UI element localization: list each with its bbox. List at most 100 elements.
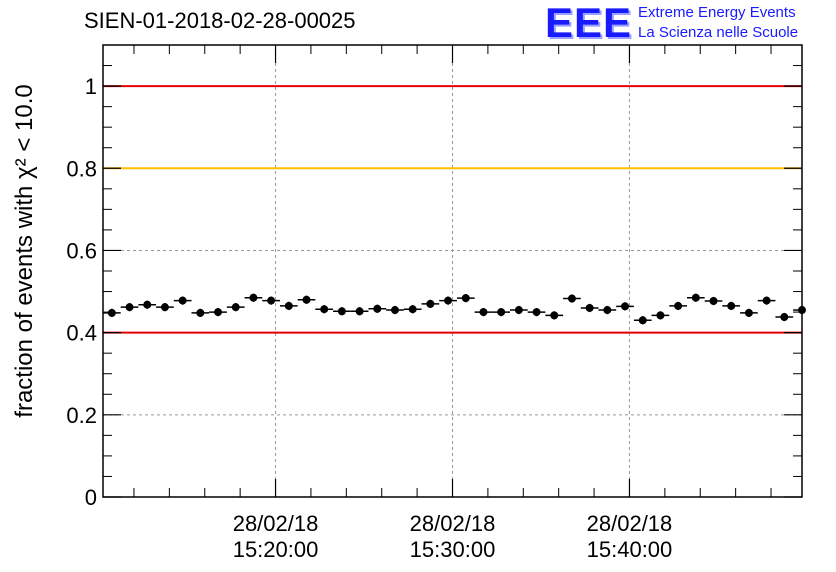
data-point — [244, 293, 263, 302]
point-marker — [444, 296, 453, 305]
y-tick-label: 0.2 — [66, 403, 97, 428]
logo-line-2: La Scienza nelle Scuole — [638, 24, 799, 41]
data-point — [775, 312, 794, 322]
y-tick-label: 0 — [85, 485, 97, 510]
point-marker — [196, 308, 205, 317]
data-point — [474, 307, 493, 317]
reference-lines — [103, 85, 802, 334]
x-tick-date: 28/02/18 — [410, 511, 496, 536]
y-tick-label: 1 — [85, 74, 97, 99]
grid — [103, 45, 802, 497]
data-point — [403, 305, 422, 314]
data-point — [686, 293, 705, 302]
data-point — [510, 305, 528, 315]
point-marker — [709, 296, 718, 305]
data-point — [740, 308, 758, 318]
data-point — [563, 294, 581, 303]
point-marker — [160, 303, 169, 312]
point-marker — [762, 296, 771, 305]
point-marker — [727, 301, 736, 310]
data-point — [757, 296, 776, 305]
data-point — [616, 302, 634, 311]
point-marker — [674, 301, 683, 310]
data-point — [527, 307, 546, 317]
data-point — [226, 303, 245, 312]
point-marker — [532, 308, 541, 317]
point-marker — [284, 301, 293, 310]
data-point — [315, 305, 334, 314]
point-marker — [426, 299, 435, 308]
y-tick-label: 0.6 — [66, 238, 97, 263]
data-point — [651, 311, 670, 320]
data-point — [669, 301, 687, 311]
data-point — [173, 296, 192, 305]
point-marker — [550, 311, 559, 320]
point-marker — [656, 311, 665, 320]
data-point — [103, 308, 121, 318]
point-marker — [302, 295, 311, 304]
point-marker — [320, 305, 329, 314]
data-point — [545, 311, 564, 320]
y-axis-label: fraction of events with χ² < 10.0 — [11, 84, 38, 417]
data-point — [456, 294, 475, 303]
data-point — [279, 301, 298, 311]
x-tick-date: 28/02/18 — [233, 511, 319, 536]
data-point — [421, 299, 440, 308]
data-point — [386, 305, 404, 315]
data-point — [138, 300, 157, 309]
point-marker — [479, 308, 488, 317]
point-marker — [178, 296, 187, 305]
point-marker — [744, 308, 753, 317]
data-point — [368, 304, 387, 313]
point-marker — [603, 306, 612, 315]
x-tick-time: 15:30:00 — [410, 537, 496, 562]
data-points — [103, 293, 806, 325]
y-tick-label: 0.4 — [66, 321, 97, 346]
point-marker — [249, 293, 258, 302]
point-marker — [497, 308, 506, 317]
data-point — [439, 296, 457, 305]
data-point — [191, 308, 210, 318]
point-marker — [390, 306, 399, 315]
logo-line-1: Extreme Energy Events — [638, 4, 796, 21]
y-tick-label: 0.8 — [66, 156, 97, 181]
data-point — [492, 307, 511, 317]
point-marker — [214, 308, 223, 317]
point-marker — [691, 293, 700, 302]
data-point — [333, 307, 351, 316]
data-point — [704, 296, 723, 306]
point-marker — [125, 303, 134, 312]
x-tick-time: 15:40:00 — [587, 537, 673, 562]
point-marker — [143, 300, 152, 309]
data-point — [598, 305, 617, 315]
point-marker — [107, 308, 116, 317]
chart-title: SIEN-01-2018-02-28-00025 — [84, 8, 356, 33]
point-marker — [567, 294, 576, 303]
point-marker — [621, 302, 630, 311]
point-marker — [408, 305, 417, 314]
data-point — [722, 301, 741, 311]
data-point — [262, 296, 280, 305]
data-point — [580, 303, 599, 313]
point-marker — [337, 307, 346, 316]
point-marker — [638, 316, 647, 325]
point-marker — [231, 303, 240, 312]
point-marker — [780, 313, 789, 322]
point-marker — [373, 304, 382, 313]
eee-logo: EEE — [545, 0, 633, 46]
point-marker — [585, 303, 594, 312]
data-point — [209, 307, 227, 317]
data-point — [633, 316, 652, 325]
data-point — [297, 295, 316, 304]
point-marker — [267, 296, 276, 305]
data-point — [793, 305, 806, 315]
axes: 00.20.40.60.8128/02/1815:20:0028/02/1815… — [66, 44, 802, 562]
x-tick-time: 15:20:00 — [233, 537, 319, 562]
data-point — [156, 303, 174, 312]
point-marker — [514, 306, 523, 315]
data-point — [350, 307, 369, 316]
point-marker — [355, 307, 364, 316]
x-tick-date: 28/02/18 — [587, 511, 673, 536]
point-marker — [461, 294, 470, 303]
